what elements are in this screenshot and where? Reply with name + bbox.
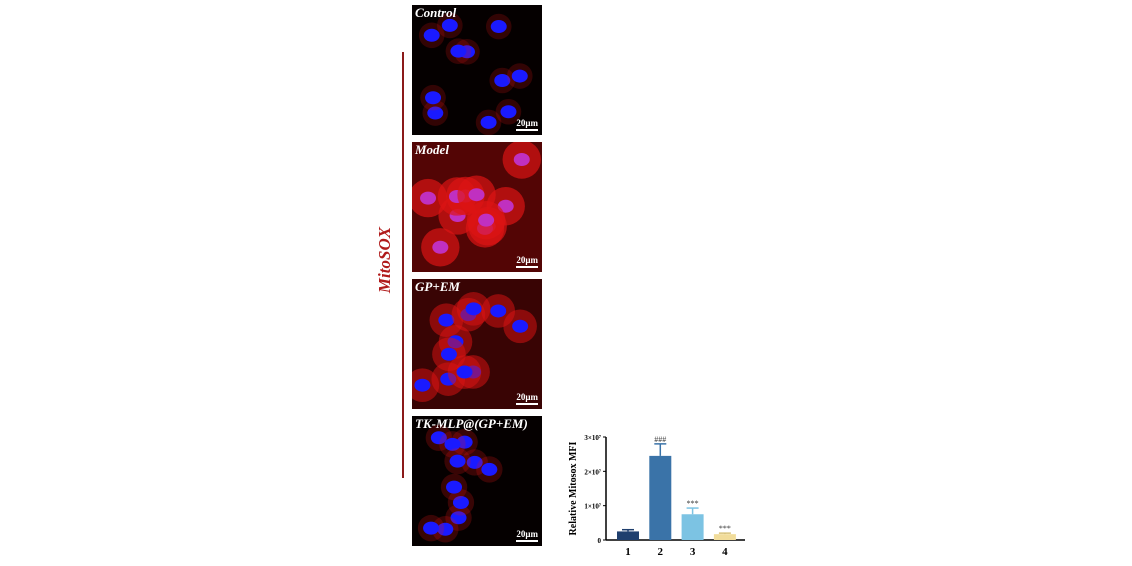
nucleus — [465, 302, 482, 316]
panel-label: TK-MLP@(GP+EM) — [415, 416, 528, 431]
mfi-bar-chart: 0 1×10⁷ 2×10⁷ 3×10⁷ Relative Mitosox MFI 1 2 ##… — [568, 434, 745, 558]
x-tick-label: 4 — [722, 546, 728, 558]
nucleus — [414, 378, 431, 392]
x-tick-label: 2 — [658, 546, 664, 558]
nucleus — [511, 69, 528, 83]
significance-label: ### — [654, 435, 666, 444]
cell-image — [417, 424, 503, 543]
nucleus — [452, 495, 469, 509]
nucleus — [478, 213, 495, 227]
scale-bar-label: 20μm — [516, 392, 538, 402]
nucleus — [480, 115, 497, 129]
nucleus — [444, 437, 461, 451]
microscopy-panel-2: GP+EM 20μm — [412, 279, 542, 409]
scale-bar: 20μm — [516, 255, 538, 268]
nucleus — [430, 431, 447, 445]
y-tick-label: 2×10⁷ — [584, 468, 601, 476]
scale-bar-label: 20μm — [516, 255, 538, 265]
y-tick-label: 1×10⁷ — [584, 503, 601, 511]
group-bracket-line — [402, 52, 404, 478]
nucleus — [450, 44, 467, 58]
nucleus — [437, 522, 454, 536]
y-axis-label: Relative Mitosox MFI — [568, 441, 579, 535]
x-tick-label: 3 — [690, 546, 696, 558]
nucleus — [420, 191, 437, 205]
significance-label: *** — [687, 499, 699, 508]
scale-bar-line — [516, 266, 538, 268]
nucleus — [456, 365, 473, 379]
nucleus — [449, 454, 466, 468]
scale-bar-label: 20μm — [516, 529, 538, 539]
panel-label: GP+EM — [415, 279, 460, 294]
scale-bar: 20μm — [516, 392, 538, 405]
nucleus — [425, 91, 442, 105]
scale-bar-line — [516, 403, 538, 405]
microscopy-panel-3: TK-MLP@(GP+EM) 20μm — [412, 416, 542, 546]
bar-2 — [649, 455, 672, 540]
cell-image — [418, 12, 533, 135]
nucleus — [466, 455, 483, 469]
bar-4 — [713, 534, 736, 540]
x-tick-label: 1 — [625, 546, 631, 558]
nucleus — [427, 106, 444, 120]
stain-label: MitoSOX — [375, 226, 394, 294]
nucleus — [481, 462, 498, 476]
nucleus — [432, 240, 449, 254]
scale-bar: 20μm — [516, 529, 538, 542]
nucleus — [446, 480, 463, 494]
nucleus — [450, 511, 467, 525]
nucleus — [468, 188, 485, 202]
scale-bar: 20μm — [516, 118, 538, 131]
nucleus — [440, 347, 457, 361]
scale-bar-line — [516, 540, 538, 542]
panel-label: Control — [415, 5, 457, 20]
nucleus — [490, 20, 507, 34]
nucleus — [490, 304, 507, 318]
significance-label: *** — [719, 524, 731, 533]
y-tick-label: 3×10⁷ — [584, 434, 601, 442]
cell-image — [412, 279, 542, 409]
nucleus — [438, 313, 455, 327]
scale-bar-line — [516, 129, 538, 131]
nucleus — [441, 18, 458, 32]
microscopy-panel-0: Control 20μm — [412, 5, 542, 135]
nucleus — [513, 152, 530, 166]
panel-label: Model — [415, 142, 449, 157]
bar-1 — [617, 531, 639, 540]
nucleus — [423, 28, 440, 42]
bar-3 — [681, 514, 704, 540]
microscopy-panel-1: Model 20μm — [412, 142, 542, 272]
nucleus — [456, 435, 473, 449]
y-tick-label: 0 — [598, 537, 602, 545]
scale-bar-label: 20μm — [516, 118, 538, 128]
cell-image — [412, 142, 542, 272]
nucleus — [423, 521, 440, 535]
nucleus — [494, 74, 511, 88]
nucleus — [512, 319, 529, 333]
nucleus — [500, 105, 517, 119]
